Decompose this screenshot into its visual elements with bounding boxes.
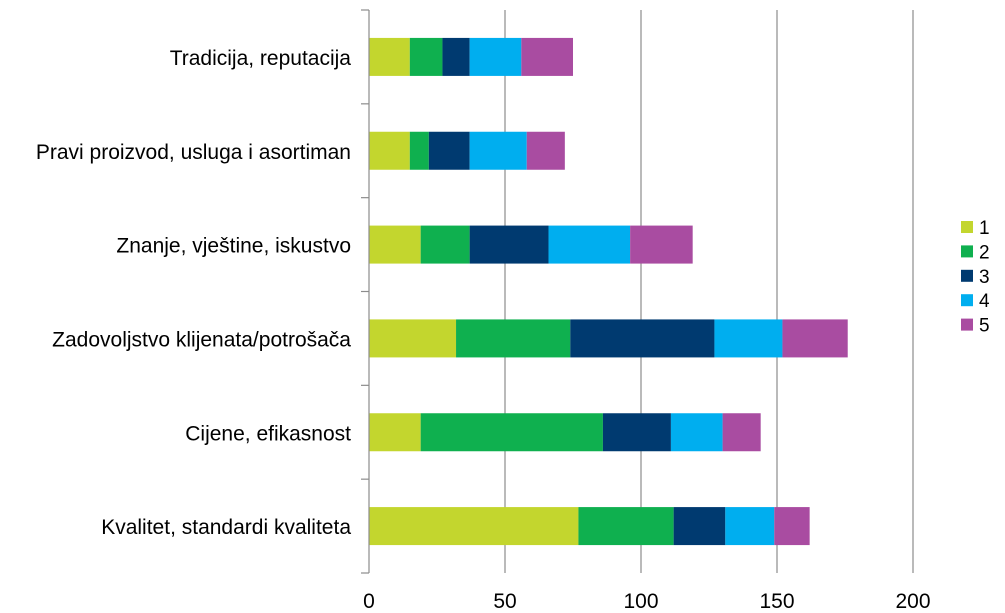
legend-label: 5	[979, 316, 990, 337]
bar-segment-series-4	[548, 225, 631, 264]
bar-segment-series-4	[469, 37, 522, 76]
legend-label: 2	[979, 242, 990, 263]
bar-segment-series-5	[526, 131, 565, 170]
bar-segment-series-4	[469, 131, 527, 170]
legend-label: 1	[979, 218, 990, 239]
bar-segment-series-4	[725, 507, 775, 546]
bar-segment-series-4	[714, 319, 783, 358]
bar-segment-series-3	[428, 131, 470, 170]
legend-label: 4	[979, 291, 990, 312]
bar-segment-series-5	[774, 507, 810, 546]
bar-segment-series-1	[369, 131, 410, 170]
category-label: Znanje, vještine, iskustvo	[116, 235, 351, 258]
bar-segment-series-3	[469, 225, 549, 264]
legend-swatch	[961, 245, 973, 258]
legend-swatch	[961, 221, 973, 233]
bar-segment-series-1	[369, 225, 421, 264]
x-tick-label: 0	[363, 590, 375, 613]
category-label: Cijene, efikasnost	[185, 422, 351, 445]
category-label: Tradicija, reputacija	[170, 47, 352, 70]
value-axis: 0 50 100 150 200	[363, 590, 930, 613]
bar-segment-series-3	[570, 319, 715, 358]
category-label: Pravi proizvod, usluga i asortiman	[36, 141, 351, 164]
bar-segment-series-2	[409, 131, 429, 170]
bar-segment-series-5	[521, 37, 573, 76]
bar-segment-series-2	[578, 507, 674, 546]
x-tick-label: 100	[623, 590, 658, 613]
bar-segment-series-1	[369, 37, 410, 76]
bar-segment-series-2	[409, 37, 443, 76]
legend: 1 2 3 4 5	[961, 218, 990, 337]
category-axis: Kvalitet, standardi kvaliteta Cijene, efi…	[36, 9, 370, 574]
bar-segment-series-5	[630, 225, 693, 264]
bars	[369, 37, 848, 546]
legend-swatch	[961, 269, 973, 282]
bar-segment-series-3	[673, 507, 726, 546]
bar-segment-series-2	[456, 319, 571, 358]
bar-segment-series-3	[442, 37, 470, 76]
legend-swatch	[961, 318, 973, 331]
bar-segment-series-5	[722, 413, 761, 452]
bar-segment-series-5	[782, 319, 848, 358]
legend-swatch	[961, 294, 973, 307]
bar-segment-series-1	[369, 413, 421, 452]
x-tick-label: 150	[759, 590, 794, 613]
bar-segment-series-2	[420, 413, 603, 452]
gridlines	[504, 10, 914, 573]
bar-segment-series-3	[602, 413, 671, 452]
bar-segment-series-2	[420, 225, 470, 264]
legend-label: 3	[979, 267, 990, 288]
bar-segment-series-1	[369, 507, 579, 546]
category-label: Zadovoljstvo klijenata/potrošača	[52, 328, 351, 351]
category-label: Kvalitet, standardi kvaliteta	[101, 516, 351, 539]
bar-segment-series-4	[670, 413, 723, 452]
x-tick-label: 200	[895, 590, 930, 613]
bar-segment-series-1	[369, 319, 457, 358]
x-tick-label: 50	[493, 590, 516, 613]
